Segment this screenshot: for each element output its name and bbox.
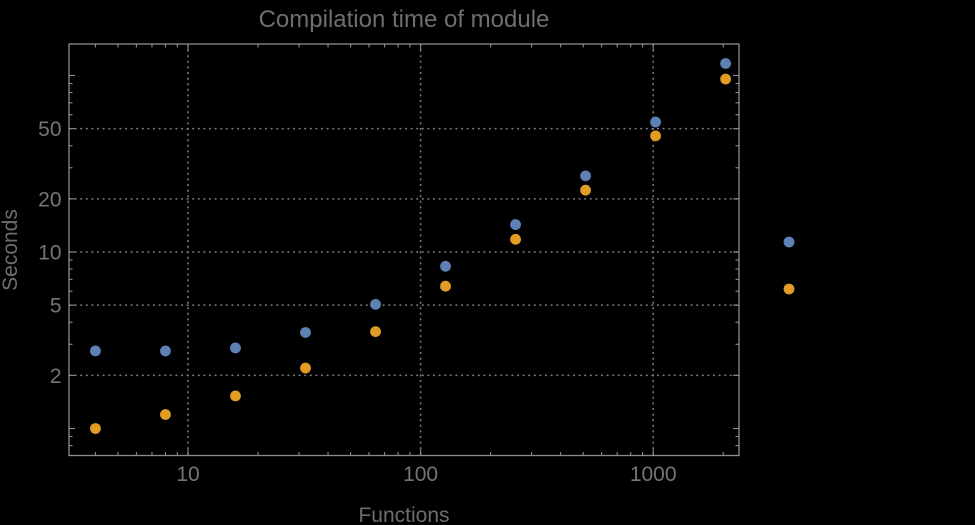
data-point [580,170,591,182]
data-point [720,73,732,85]
data-point [230,390,241,402]
x-axis-label: Functions [358,504,449,525]
chart-title: Compilation time of module [259,6,550,33]
y-tick-label: 20 [38,188,61,211]
frame-ticks [69,44,739,456]
series-2-points [90,73,732,434]
x-tick-label: 10 [176,463,199,486]
data-point [370,298,381,310]
data-point [370,326,381,338]
x-tick-labels: 10 100 1000 [176,463,676,486]
y-axis-label: Seconds [0,209,22,291]
data-point [720,58,732,69]
x-tick-label: 100 [403,463,438,486]
data-point [650,116,661,128]
data-point [160,345,171,357]
data-point [90,423,101,434]
y-tick-labels: 2 5 10 20 50 [38,118,61,388]
legend-markers [783,236,795,295]
plot-frame [68,43,740,457]
data-point [580,184,591,196]
legend-marker [783,236,795,248]
data-point [440,260,451,272]
legend-marker [783,283,795,295]
gridlines [69,44,739,456]
data-point [510,233,521,245]
series-1-points [90,58,732,357]
data-point [510,219,521,230]
x-tick-label: 1000 [630,463,677,486]
y-tick-label: 50 [38,118,61,141]
data-point [230,342,241,354]
data-point [440,280,451,292]
y-tick-label: 10 [38,242,61,265]
data-point [90,345,101,357]
y-tick-label: 5 [50,295,62,318]
y-tick-label: 2 [50,365,62,388]
data-point [650,130,661,142]
data-point [300,362,311,374]
data-point [160,409,171,420]
data-point [300,327,311,338]
